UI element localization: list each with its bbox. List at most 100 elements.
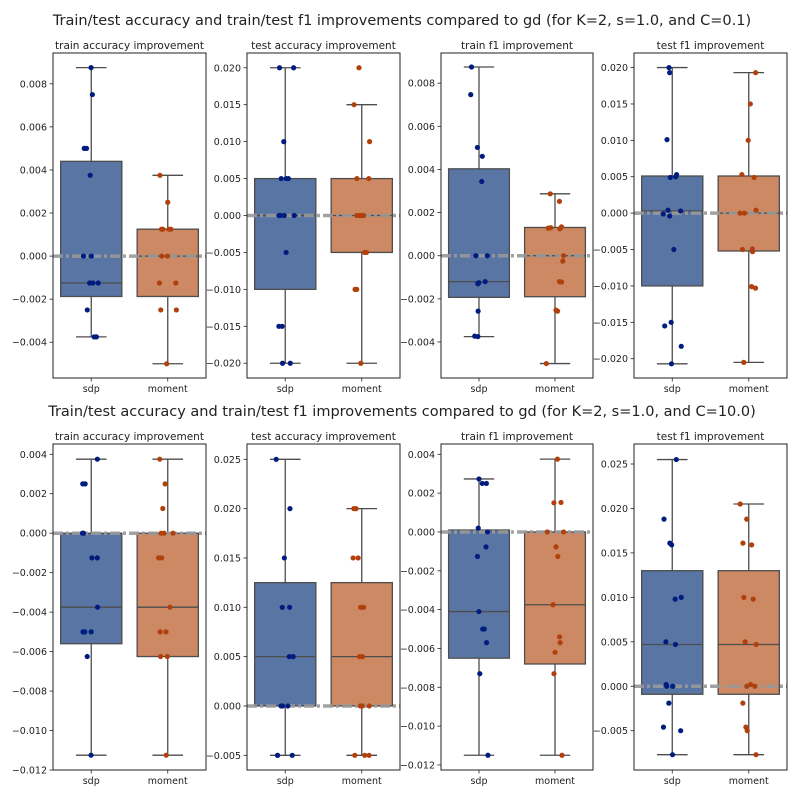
sdp-data-point	[664, 137, 670, 143]
y-tick-label: 0.000	[601, 682, 628, 693]
y-tick-label: 0.008	[408, 79, 435, 90]
moment-box	[136, 532, 199, 658]
y-tick-label: −0.006	[400, 644, 435, 655]
y-tick-label: −0.008	[12, 687, 47, 698]
moment-data-point	[561, 529, 567, 535]
sdp-data-point	[472, 333, 478, 339]
sdp-data-point	[483, 544, 489, 550]
sdp-data-point	[664, 683, 670, 689]
suptitle-top: Train/test accuracy and train/test f1 im…	[52, 13, 751, 29]
moment-box	[523, 226, 587, 298]
sdp-box	[60, 532, 123, 645]
moment-data-point	[358, 604, 364, 610]
moment-data-point	[544, 529, 550, 535]
subplot: test accuracy improvement −0.020 −0.015 −0.…	[206, 40, 401, 395]
moment-data-point	[158, 307, 164, 313]
sdp-data-point	[669, 752, 676, 758]
sdp-data-point	[279, 604, 285, 610]
y-tick-label: 0.005	[214, 652, 241, 663]
sdp-data-point	[94, 555, 100, 561]
moment-data-point	[744, 683, 750, 689]
sdp-data-point	[662, 323, 668, 329]
sdp-data-point	[666, 64, 672, 71]
x-tick-label: moment	[535, 384, 575, 395]
moment-data-point	[157, 653, 164, 660]
sdp-data-point	[88, 629, 94, 635]
sdp-data-point	[661, 516, 667, 522]
y-tick-label: −0.004	[400, 337, 435, 348]
y-tick-label: 0.025	[214, 455, 241, 466]
x-tick-label: moment	[148, 776, 188, 787]
moment-data-point	[559, 752, 565, 758]
moment-data-point	[749, 246, 755, 252]
axes-frame	[633, 52, 788, 379]
moment-data-point	[742, 639, 748, 645]
sdp-data-point	[287, 360, 293, 366]
subplot-title: test accuracy improvement	[251, 40, 396, 52]
sdp-data-point	[475, 280, 481, 286]
y-tick-label: 0.000	[20, 252, 47, 263]
sdp-data-point	[474, 553, 481, 560]
moment-data-point	[155, 555, 162, 561]
sdp-data-point	[663, 639, 669, 645]
y-tick-label: 0.010	[601, 136, 628, 147]
x-tick-label: sdp	[277, 384, 294, 395]
x-tick-label: sdp	[470, 384, 487, 395]
sdp-data-point	[279, 360, 286, 366]
sdp-data-point	[668, 319, 674, 325]
sdp-data-point	[672, 596, 678, 602]
y-tick-label: −0.005	[593, 726, 628, 737]
sdp-data-point	[277, 212, 283, 219]
subplot-title: test f1 improvement	[657, 431, 765, 443]
x-tick-label: sdp	[664, 384, 681, 395]
moment-data-point	[362, 752, 368, 758]
moment-data-point	[741, 594, 747, 600]
sdp-box	[253, 177, 317, 291]
sdp-data-point	[660, 724, 667, 730]
y-tick-label: −0.012	[12, 766, 47, 777]
moment-data-point	[358, 360, 364, 366]
y-tick-label: 0.005	[214, 174, 241, 185]
sdp-data-point	[674, 171, 680, 178]
moment-data-point	[558, 224, 565, 230]
moment-data-point	[741, 210, 748, 216]
suptitle-bottom: Train/test accuracy and train/test f1 im…	[47, 404, 756, 420]
sdp-data-point	[481, 626, 487, 632]
moment-data-point	[355, 555, 361, 561]
axes-frame	[246, 52, 401, 379]
y-tick-label: 0.004	[408, 450, 435, 461]
y-tick-label: 0.010	[601, 593, 628, 604]
y-tick-label: −0.010	[400, 722, 435, 733]
moment-data-point	[753, 207, 759, 213]
sdp-data-point	[678, 728, 684, 734]
moment-data-point	[560, 258, 566, 264]
moment-data-point	[551, 500, 557, 506]
moment-data-point	[740, 540, 746, 546]
y-tick-label: 0.015	[601, 548, 628, 559]
moment-data-point	[366, 752, 372, 758]
moment-data-point	[554, 456, 561, 462]
sdp-data-point	[84, 307, 90, 313]
y-tick-label: −0.020	[593, 354, 628, 365]
sdp-data-point	[95, 280, 101, 286]
subplot-title: train accuracy improvement	[55, 431, 204, 443]
subplot-title: train accuracy improvement	[55, 40, 204, 52]
moment-data-point	[750, 596, 756, 602]
y-tick-label: 0.004	[408, 165, 435, 176]
sdp-data-point	[280, 703, 286, 709]
x-tick-label: moment	[535, 776, 575, 787]
moment-data-point	[167, 604, 173, 610]
moment-data-point	[162, 481, 168, 487]
sdp-data-point	[276, 65, 283, 71]
y-tick-label: −0.010	[12, 726, 47, 737]
moment-box	[136, 228, 199, 298]
y-tick-label: −0.005	[206, 751, 241, 762]
sdp-box	[447, 529, 511, 659]
moment-box	[523, 531, 587, 665]
sdp-data-point	[678, 208, 684, 214]
moment-data-point	[163, 752, 169, 758]
sdp-data-point	[667, 213, 673, 219]
y-tick-label: 0.006	[408, 122, 435, 133]
moment-data-point	[543, 360, 549, 367]
moment-data-point	[557, 640, 563, 646]
